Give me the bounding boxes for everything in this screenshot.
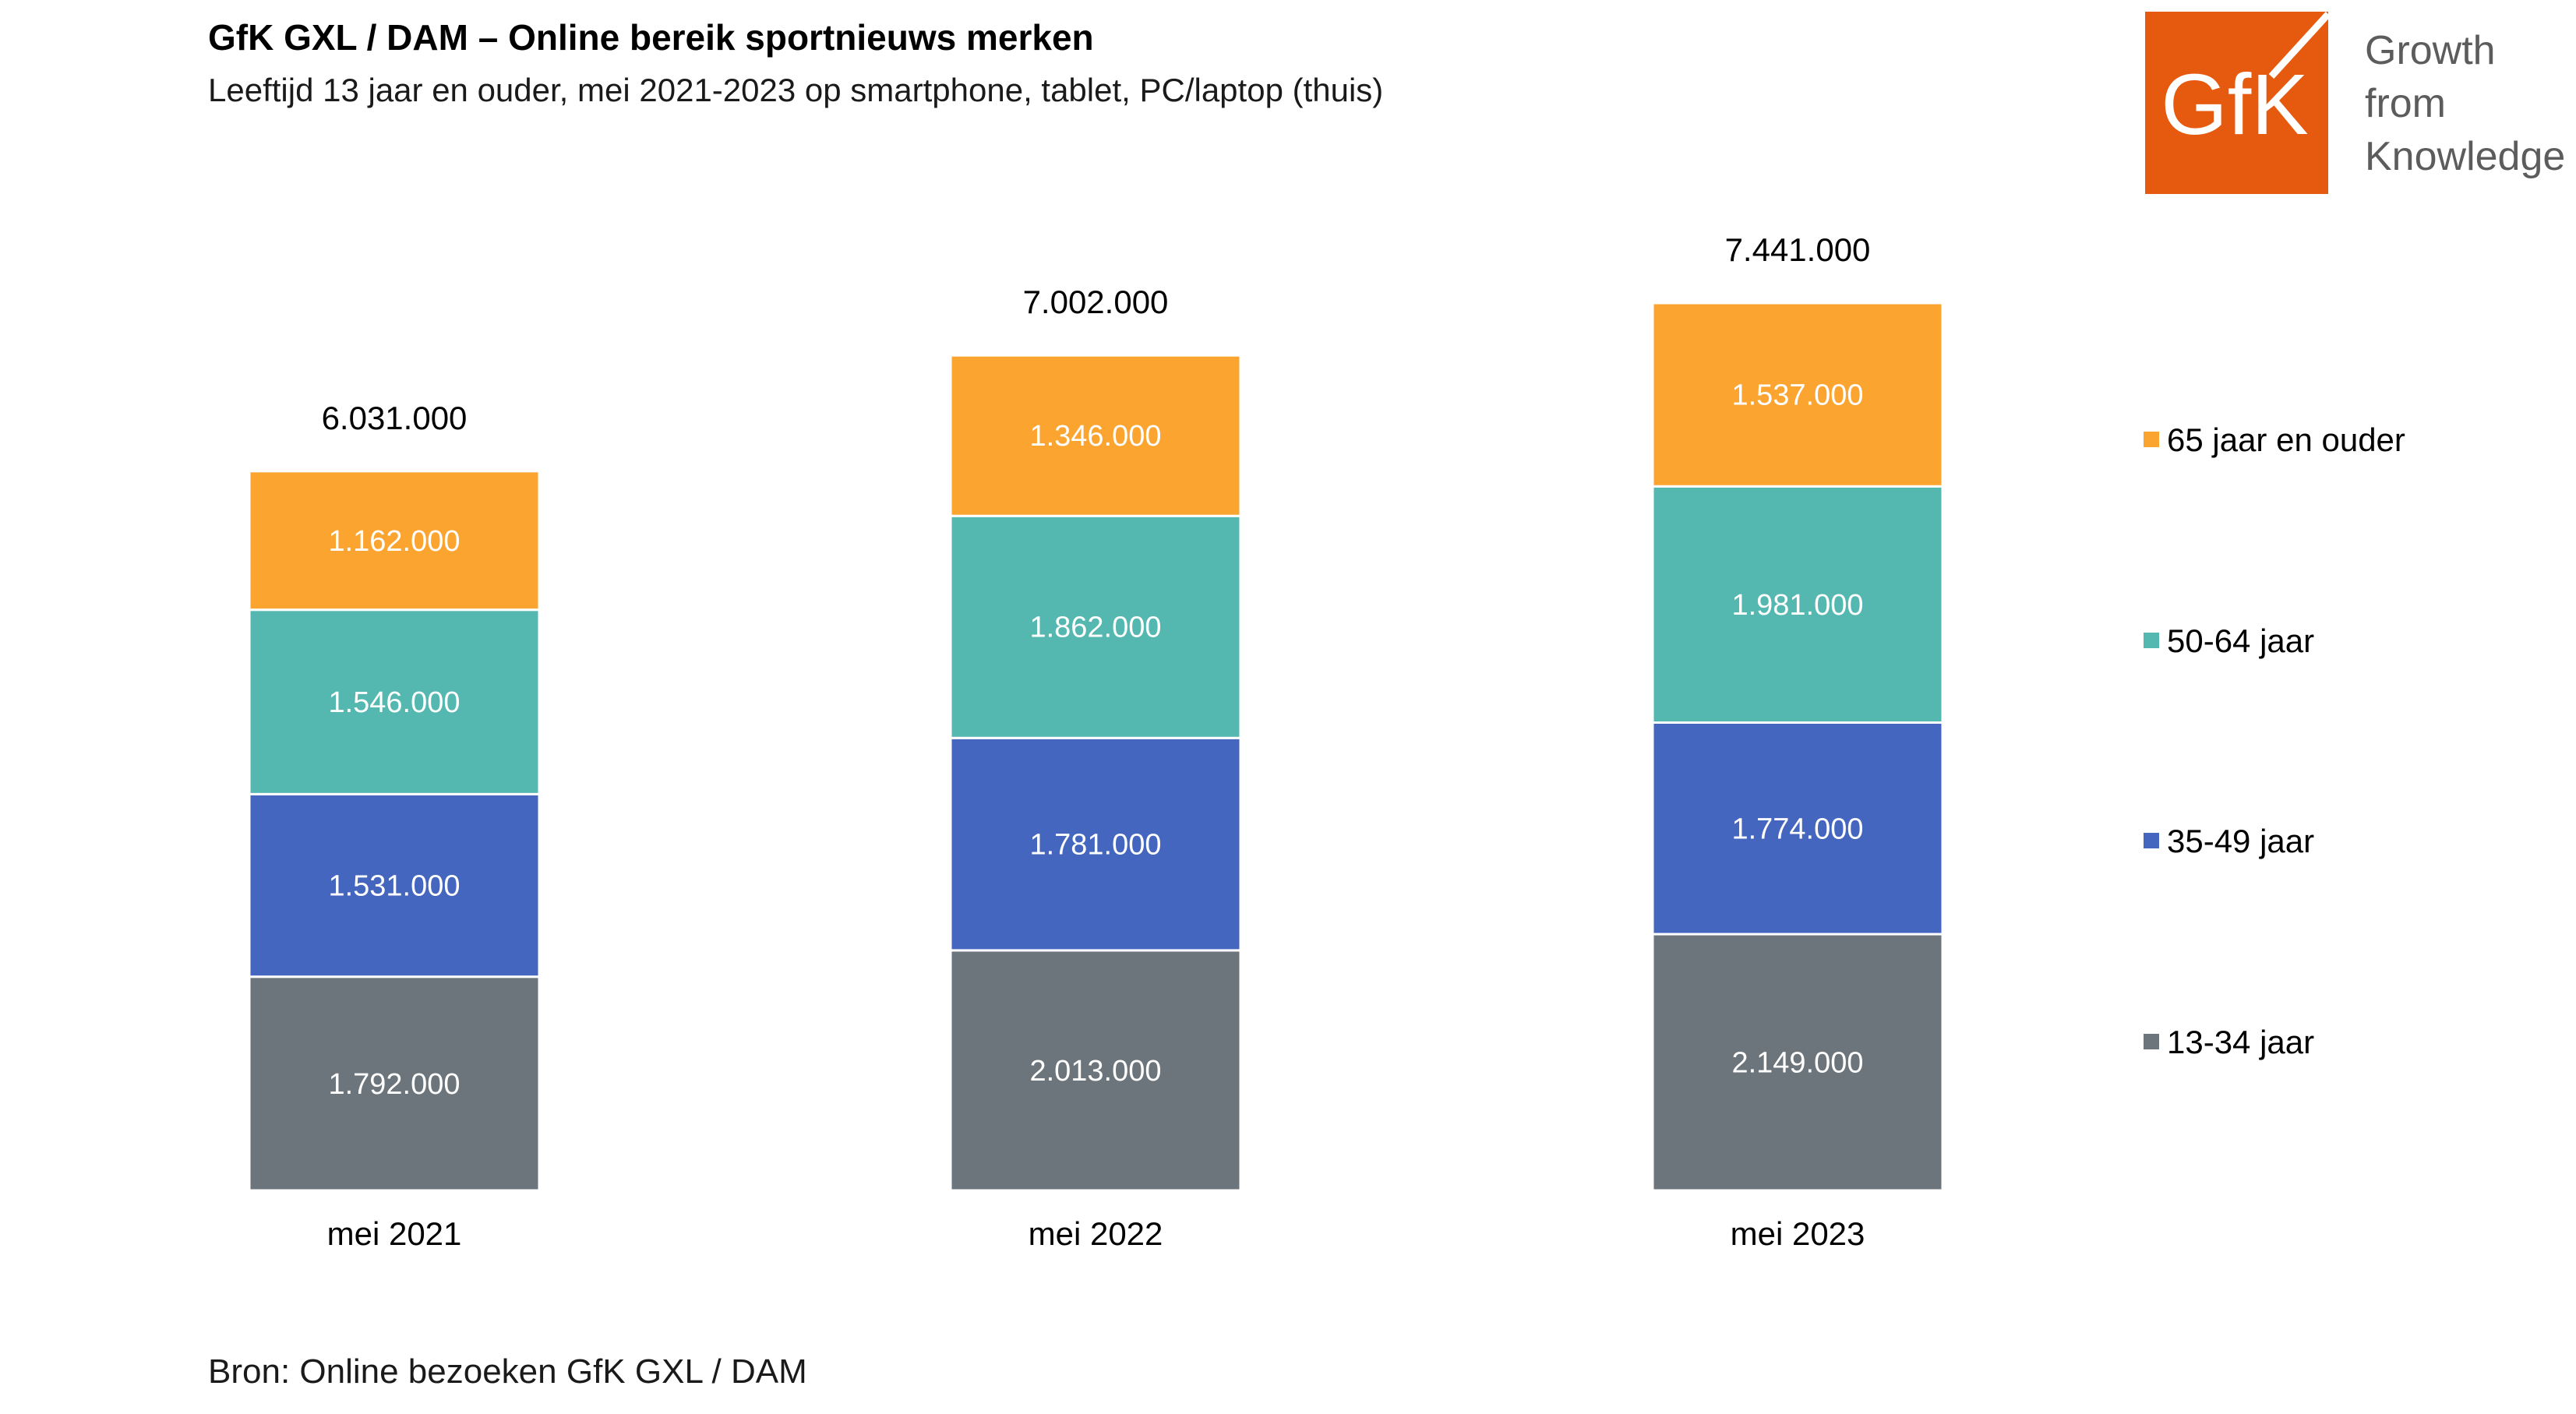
bar-segment-1-2	[949, 514, 1242, 739]
bar-segment-0-2	[248, 608, 541, 795]
legend-label-0: 65 jaar en ouder	[2167, 421, 2405, 458]
bar-value-label-2-2: 1.981.000	[1731, 589, 1863, 622]
bar-segment-0-3	[248, 470, 541, 612]
legend-swatch-0	[2144, 432, 2159, 447]
x-category-label-0: mei 2021	[327, 1215, 462, 1252]
legend-swatch-2	[2144, 833, 2159, 848]
legend: 65 jaar en ouder 50-64 jaar 35-49 jaar 13-3…	[2144, 421, 2405, 1060]
bar-value-label-1-3: 1.346.000	[1029, 420, 1161, 453]
legend-swatch-3	[2144, 1034, 2159, 1049]
bar-value-label-2-0: 2.149.000	[1731, 1047, 1863, 1080]
bar-value-label-0-3: 1.162.000	[328, 525, 460, 558]
legend-label-3: 13-34 jaar	[2167, 1024, 2314, 1060]
bar-total-label-2: 7.441.000	[1725, 231, 1871, 268]
legend-label-1: 50-64 jaar	[2167, 622, 2314, 659]
gfk-tagline-line-1: Growth	[2365, 28, 2496, 73]
bar-segment-0-0	[248, 975, 541, 1192]
bar-segment-0-1	[248, 792, 541, 979]
bar-value-label-2-3: 1.537.000	[1731, 379, 1863, 412]
x-category-label-1: mei 2022	[1029, 1215, 1163, 1252]
bar-segment-2-3	[1651, 301, 1944, 488]
gfk-logo-slash	[2268, 11, 2331, 79]
bar-value-label-2-1: 1.774.000	[1731, 813, 1863, 845]
bar-value-label-0-1: 1.531.000	[328, 870, 460, 903]
bar-total-label-0: 6.031.000	[322, 400, 468, 436]
legend-label-2: 35-49 jaar	[2167, 823, 2314, 859]
chart-title: GfK GXL / DAM – Online bereik sportnieuw…	[208, 17, 1094, 58]
bar-value-label-1-1: 1.781.000	[1029, 829, 1161, 862]
bar-segment-2-2	[1651, 485, 1944, 725]
bar-stacks: 1.792.000 1.531.000 1.546.000 1.162.000 6.03…	[248, 231, 1944, 1252]
bar-segment-1-1	[949, 736, 1242, 952]
legend-swatch-1	[2144, 633, 2159, 648]
chart-subtitle: Leeftijd 13 jaar en ouder, mei 2021-2023…	[208, 72, 1383, 108]
bar-value-label-1-2: 1.862.000	[1029, 612, 1161, 644]
x-category-label-2: mei 2023	[1731, 1215, 1865, 1252]
source-note: Bron: Online bezoeken GfK GXL / DAM	[208, 1352, 807, 1391]
bar-segment-1-0	[949, 949, 1242, 1192]
bar-value-label-0-0: 1.792.000	[328, 1068, 460, 1101]
bar-segment-2-0	[1651, 933, 1944, 1192]
gfk-logo-mark: GfK	[2161, 57, 2309, 153]
bar-value-label-0-2: 1.546.000	[328, 686, 460, 719]
gfk-logo: GfK Growth from Knowledge	[2145, 11, 2565, 194]
gfk-tagline-line-2: from	[2365, 81, 2446, 126]
bar-total-label-1: 7.002.000	[1023, 284, 1169, 320]
gfk-tagline-line-3: Knowledge	[2365, 134, 2565, 179]
bar-segment-1-3	[949, 354, 1242, 517]
gfk-logo-box	[2145, 12, 2328, 194]
bar-value-label-1-0: 2.013.000	[1029, 1055, 1161, 1088]
